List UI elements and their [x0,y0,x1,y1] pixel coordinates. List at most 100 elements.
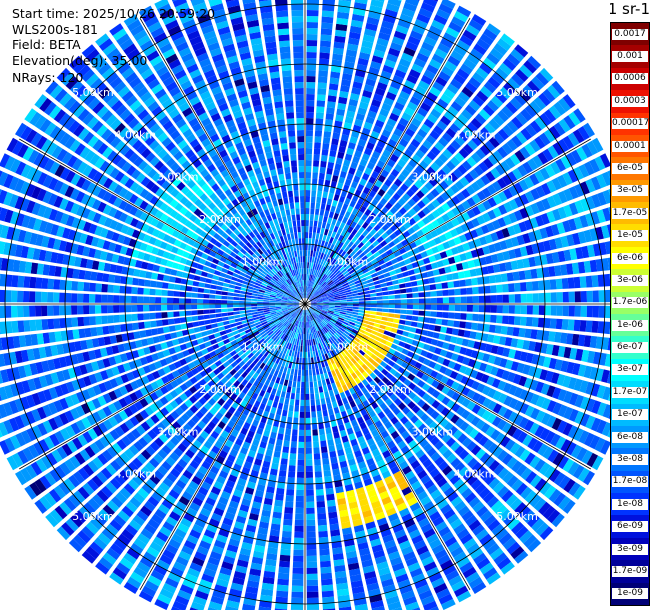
ray-gate [251,311,258,315]
ray-gate [344,231,351,239]
ray-gate [353,277,360,282]
ray-gate [322,307,329,311]
ray-gate [328,299,335,302]
ray-gate [465,321,472,330]
ray-gate [175,595,190,606]
ray-gate [311,256,315,263]
ray-gate [229,323,237,328]
ray-gate [303,328,305,334]
ray-gate [525,281,533,291]
ray-gate [327,95,337,103]
ray-gate [245,382,253,390]
ray-gate [156,559,170,571]
ray-gate [457,91,470,103]
ray-gate [334,300,341,303]
ray-gate [314,263,318,270]
ray-gate [378,342,385,349]
ray-gate [318,337,322,344]
ray-gate [363,343,371,350]
ray-gate [359,205,367,214]
ray-gate [245,455,254,464]
ray-gate [572,232,581,245]
ray-gate [319,392,325,399]
ray-gate [315,483,324,490]
ray-gate [306,309,309,316]
ray-gate [335,302,341,304]
ray-gate [391,491,402,501]
ray-gate [295,326,299,333]
ray-gate [344,272,351,278]
ray-gate [318,178,324,186]
ray-gate [319,265,324,272]
ray-gate [318,70,328,78]
ray-gate [354,411,362,419]
ray-gate [571,262,580,275]
ray-gate [504,337,513,347]
ray-gate [557,174,568,188]
ray-gate [497,419,507,431]
ray-gate [300,339,303,346]
ray-gate [532,293,539,303]
ray-gate [268,474,277,482]
ray-gate [389,153,399,163]
ray-gate [366,278,374,284]
ray-gate [342,128,351,136]
ray-gate [469,428,479,439]
ray-gate [506,326,514,336]
ray-gate [422,343,431,351]
ray-gate [309,345,313,352]
ray-gate [539,481,552,496]
ray-gate [312,369,316,376]
ray-gate [179,584,194,595]
ray-gate [454,312,461,320]
ray-gate [464,492,477,504]
ray-gate [342,397,349,405]
ray-gate [273,382,279,390]
ray-gate [165,516,178,527]
ray-gate [328,307,335,311]
ray-gate [205,324,213,330]
ray-gate [186,464,197,475]
ray-gate [354,603,368,610]
ray-gate [159,588,174,600]
ray-gate [309,280,313,287]
ray-gate [228,319,236,324]
ray-gate [339,429,347,438]
ray-gate [339,336,345,342]
ray-gate [340,325,347,330]
ray-gate [300,387,305,394]
ray-gate [280,548,291,556]
ray-gate [435,283,443,290]
ray-gate [456,215,465,225]
ray-gate [311,357,314,364]
ray-gate [388,348,396,355]
ray-gate [604,353,610,367]
ray-gate [326,313,333,318]
ray-gate [287,323,292,330]
ray-gate [575,348,584,361]
ray-gate [554,237,563,249]
ray-gate [221,416,230,425]
ray-gate [77,305,84,315]
ray-gate [353,355,360,362]
ray-gate [181,453,192,464]
ray-gate [149,457,160,469]
ray-gate [280,458,288,465]
ray-gate [202,502,214,512]
ray-gate [503,395,513,407]
ray-gate [305,387,310,394]
ray-gate [328,321,334,327]
ray-gate [551,177,562,191]
ray-gate [520,293,527,303]
ray-gate [481,187,492,198]
ray-gate [101,528,115,541]
ray-gate [336,11,350,20]
ray-gate [376,236,384,244]
ray-gate [334,347,340,355]
ray-gate [439,418,449,428]
ray-gate [333,260,339,267]
ray-gate [333,313,340,317]
ray-gate [364,331,371,337]
ray-gate [107,315,114,324]
ray-gate [286,336,291,343]
